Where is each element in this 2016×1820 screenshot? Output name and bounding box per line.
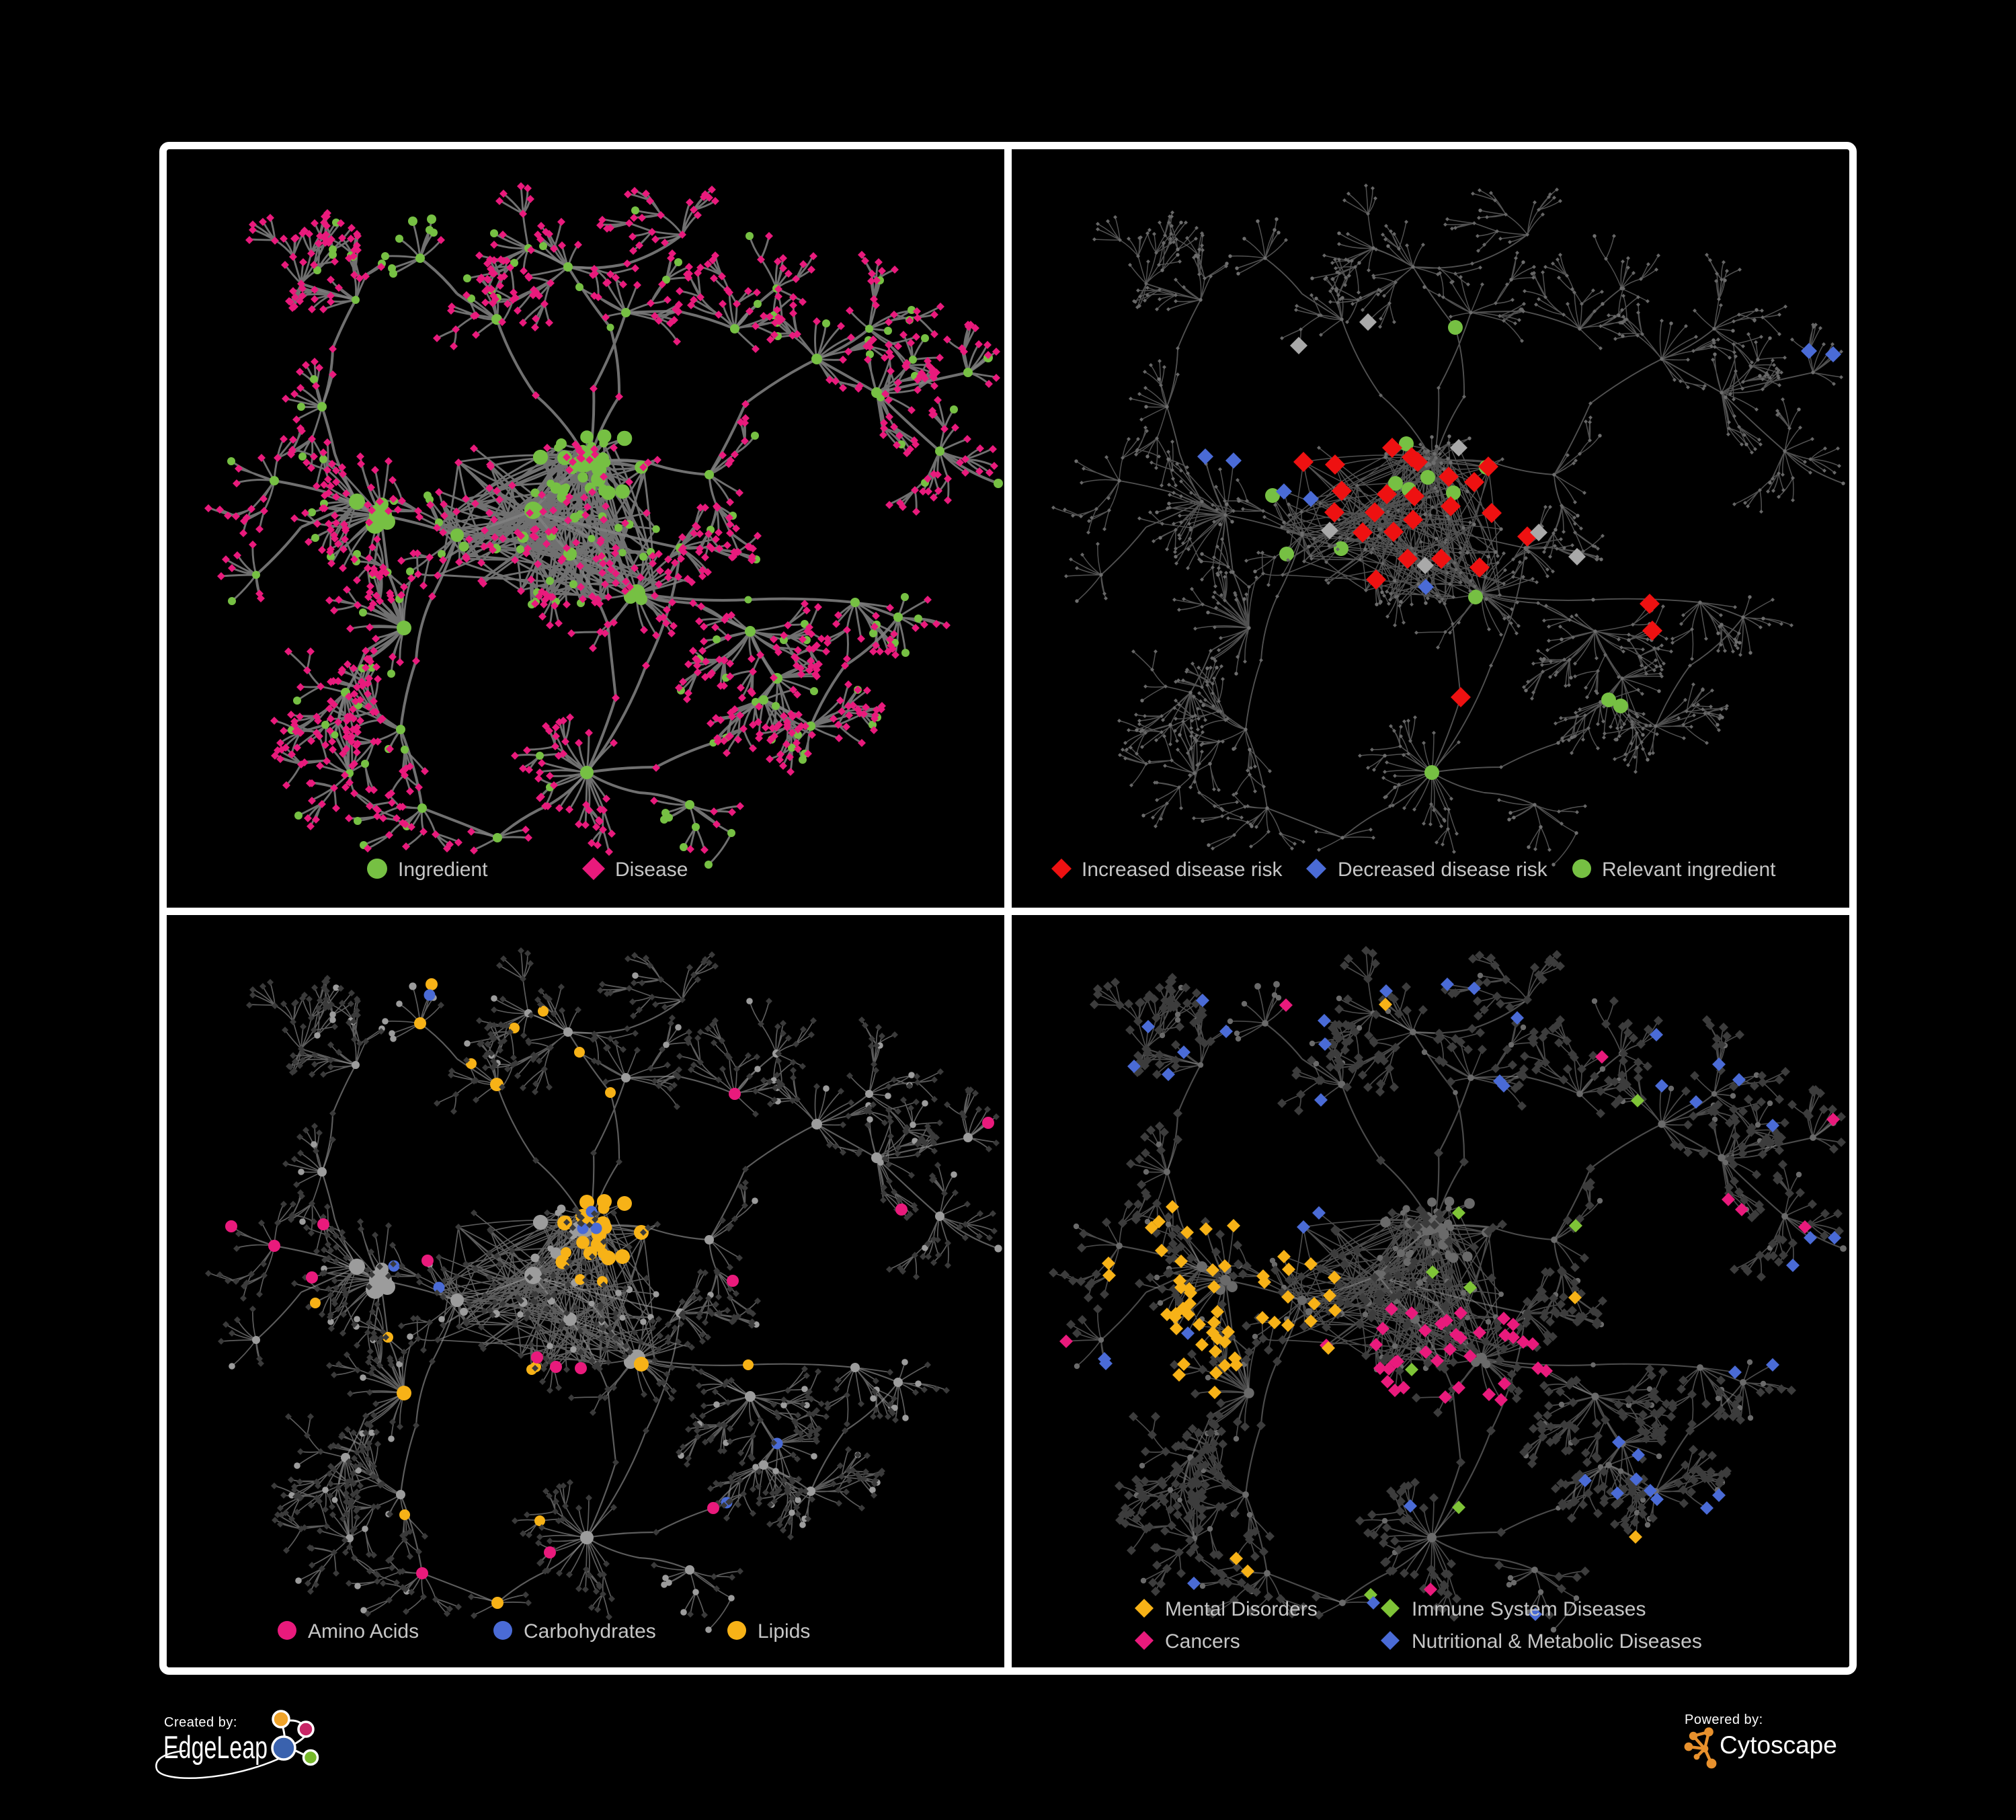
svg-text:Amino Acids: Amino Acids <box>308 1620 419 1643</box>
svg-text:Lipids: Lipids <box>758 1620 810 1643</box>
svg-text:Increased disease risk: Increased disease risk <box>1082 859 1283 881</box>
svg-text:Created by:: Created by: <box>164 1715 237 1730</box>
svg-text:Cytoscape: Cytoscape <box>1720 1731 1837 1759</box>
svg-text:Mental Disorders: Mental Disorders <box>1165 1598 1318 1620</box>
svg-text:Immune System Diseases: Immune System Diseases <box>1412 1598 1646 1620</box>
svg-text:Nutritional & Metabolic Diseas: Nutritional & Metabolic Diseases <box>1412 1630 1702 1653</box>
svg-text:Decreased disease risk: Decreased disease risk <box>1338 859 1548 881</box>
svg-text:Ingredient: Ingredient <box>398 859 488 881</box>
svg-text:Disease: Disease <box>615 859 688 881</box>
svg-text:Relevant ingredient: Relevant ingredient <box>1602 859 1776 881</box>
svg-text:EdgeLeap: EdgeLeap <box>163 1729 268 1765</box>
svg-text:Powered by:: Powered by: <box>1685 1712 1763 1727</box>
svg-text:Carbohydrates: Carbohydrates <box>524 1620 656 1643</box>
svg-text:Cancers: Cancers <box>1165 1630 1240 1653</box>
